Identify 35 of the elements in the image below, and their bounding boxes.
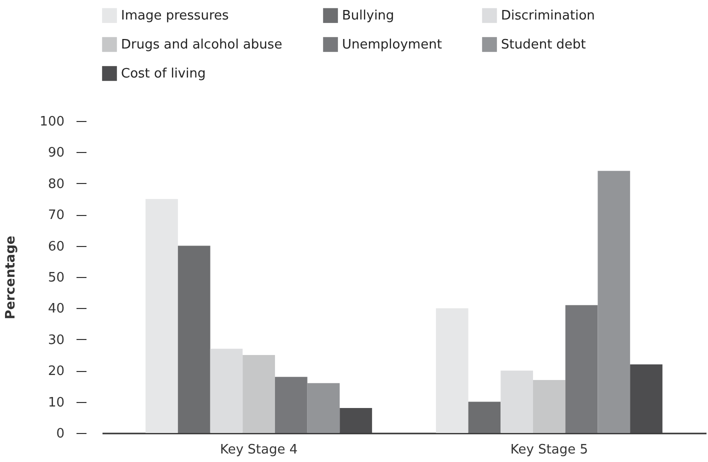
y-tick-label: 0 xyxy=(56,426,64,442)
legend-label: Image pressures xyxy=(121,8,229,24)
bar xyxy=(468,402,501,433)
y-tick-label: 70 xyxy=(48,208,64,224)
y-axis-title: Percentage xyxy=(4,236,19,320)
legend-label: Student debt xyxy=(501,38,586,52)
bar xyxy=(340,408,372,433)
y-tick-label: 60 xyxy=(48,239,64,254)
bar xyxy=(565,305,598,433)
y-tick-label: 40 xyxy=(48,302,64,317)
bar xyxy=(500,370,534,433)
bar xyxy=(242,355,275,433)
bar xyxy=(436,308,468,433)
y-tick-label: 20 xyxy=(48,364,64,380)
legend-label: Cost of living xyxy=(121,66,206,82)
bar xyxy=(210,348,243,433)
y-tick-label: 50 xyxy=(48,270,64,286)
y-tick-label: 10 xyxy=(48,395,64,410)
legend-label: Bullying xyxy=(342,8,394,24)
x-tick-label: Key Stage 5 xyxy=(510,442,588,458)
bar xyxy=(533,380,566,433)
legend-label: Drugs and alcohol abuse xyxy=(121,38,282,52)
legend-label: Discrimination xyxy=(501,8,595,24)
bar xyxy=(307,383,340,433)
y-tick-label: 100 xyxy=(40,114,64,130)
bar xyxy=(146,199,178,433)
bar xyxy=(178,246,210,433)
x-tick-label: Key Stage 4 xyxy=(220,442,298,458)
y-tick-label: 90 xyxy=(48,146,64,161)
y-tick-label: 30 xyxy=(48,332,64,348)
y-tick-label: 80 xyxy=(48,176,64,192)
bar xyxy=(598,170,630,433)
bar xyxy=(630,364,662,433)
bar xyxy=(274,376,308,433)
legend-label: Unemployment xyxy=(342,38,442,52)
